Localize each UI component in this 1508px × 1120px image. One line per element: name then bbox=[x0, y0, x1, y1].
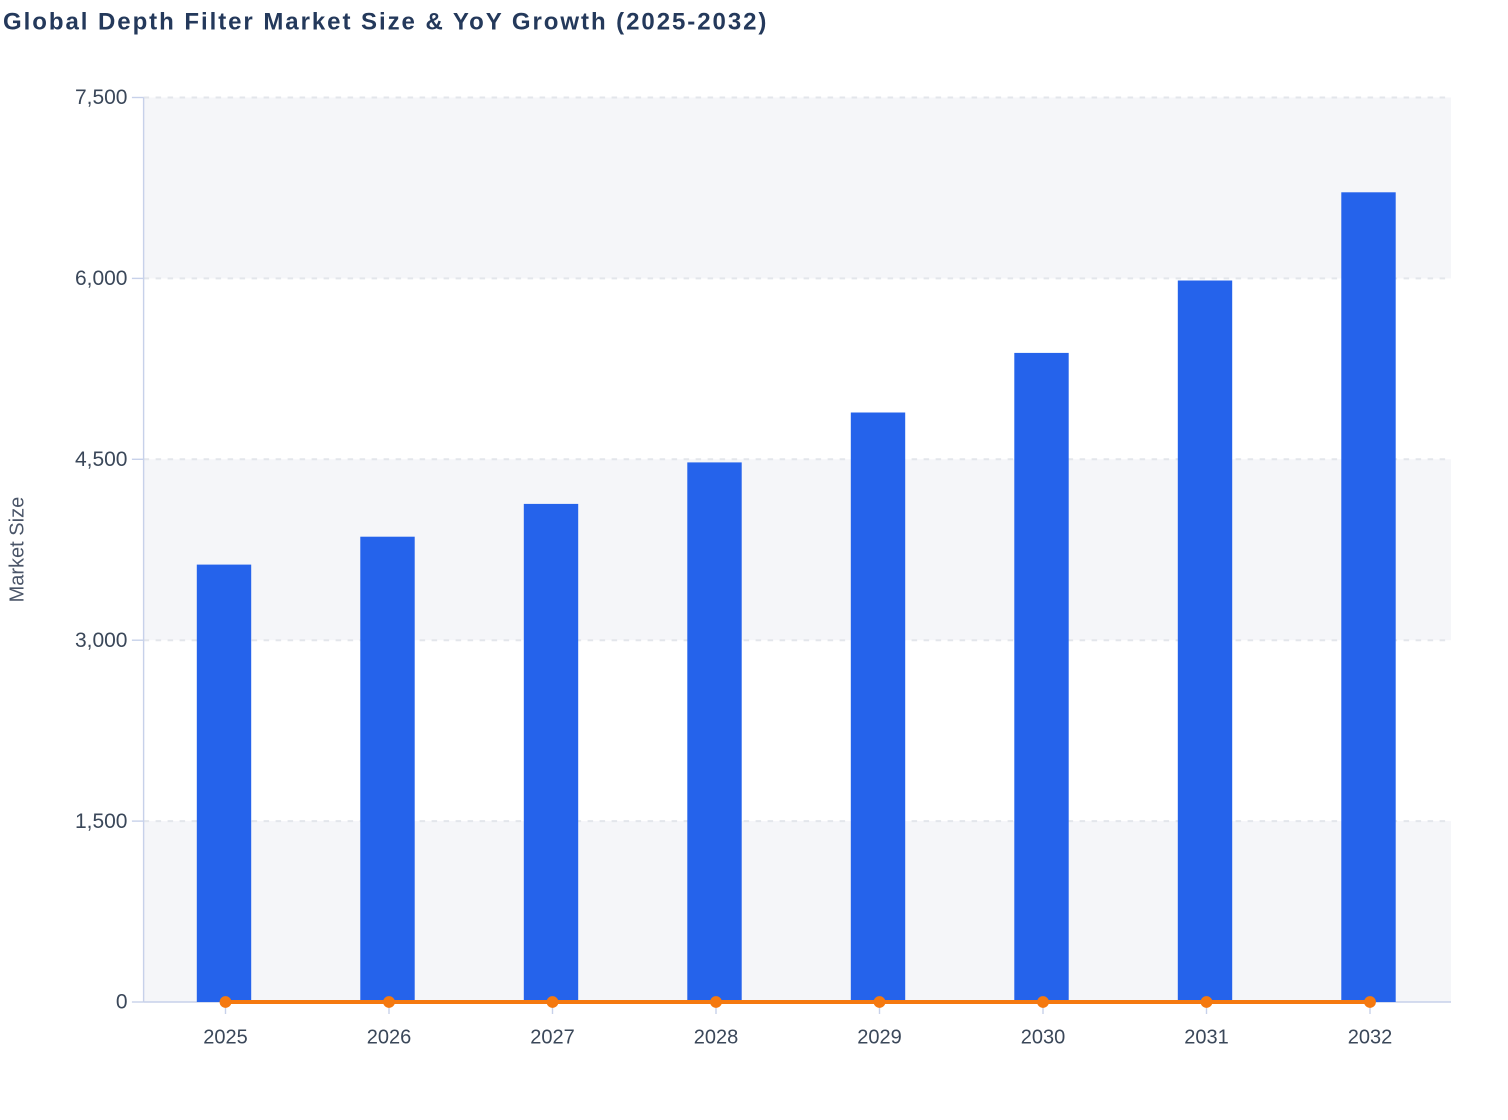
svg-text:3,000: 3,000 bbox=[75, 629, 128, 652]
svg-text:2029: 2029 bbox=[857, 1027, 902, 1049]
svg-text:Market Size: Market Size bbox=[7, 497, 29, 603]
svg-text:2028: 2028 bbox=[694, 1027, 739, 1049]
svg-text:2032: 2032 bbox=[1348, 1027, 1393, 1049]
svg-text:4,500: 4,500 bbox=[75, 448, 128, 471]
svg-text:0: 0 bbox=[116, 991, 128, 1014]
svg-text:2026: 2026 bbox=[367, 1027, 412, 1049]
svg-text:6,000: 6,000 bbox=[75, 267, 128, 290]
svg-text:2025: 2025 bbox=[203, 1027, 248, 1049]
svg-text:1,500: 1,500 bbox=[75, 810, 128, 833]
svg-text:2031: 2031 bbox=[1184, 1027, 1229, 1049]
svg-text:2027: 2027 bbox=[530, 1027, 575, 1049]
svg-text:2030: 2030 bbox=[1021, 1027, 1066, 1049]
svg-text:7,500: 7,500 bbox=[75, 86, 128, 109]
svg-text:Global Depth Filter Market Siz: Global Depth Filter Market Size & YoY Gr… bbox=[3, 9, 768, 36]
